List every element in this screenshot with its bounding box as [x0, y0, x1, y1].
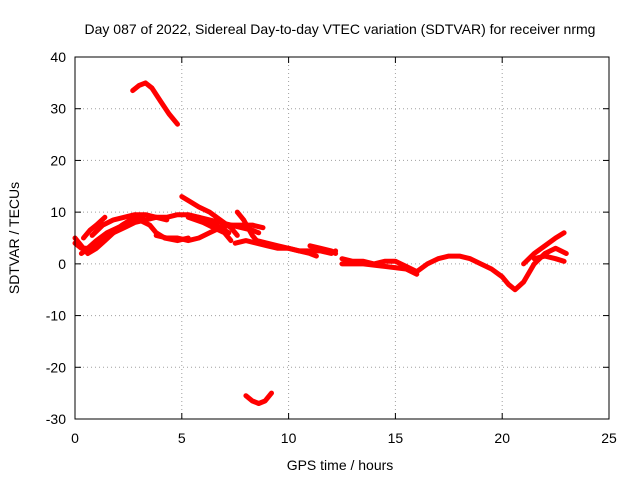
y-axis-title: SDTVAR / TECUs [6, 182, 22, 294]
gridlines [75, 57, 609, 419]
series-arc-19 [243, 390, 274, 406]
y-tick-label: 20 [50, 152, 66, 168]
y-tick-label: 10 [50, 204, 66, 220]
x-tick-label: 20 [494, 430, 510, 446]
series-arc-5 [81, 214, 108, 241]
y-tick-labels: -30 -20 -10 0 10 20 30 40 [46, 49, 66, 427]
x-tick-label: 15 [388, 430, 404, 446]
series-arc-7 [179, 194, 240, 238]
series-arc-9 [153, 222, 262, 244]
data-series [72, 80, 569, 406]
series-arc-15 [339, 245, 569, 293]
axis-ticks [74, 56, 610, 420]
y-tick-label: 40 [50, 49, 66, 65]
x-tick-labels: 0 5 10 15 20 25 [71, 430, 617, 446]
x-tick-label: 5 [178, 430, 186, 446]
x-tick-label: 25 [601, 430, 617, 446]
series-arc-4 [89, 212, 170, 238]
series-arc-18 [531, 253, 567, 264]
y-tick-label: 0 [58, 256, 66, 272]
chart-title: Day 087 of 2022, Sidereal Day-to-day VTE… [85, 21, 596, 37]
series-arc-14 [307, 243, 339, 256]
series-arc-8 [185, 214, 234, 244]
x-tick-label: 10 [281, 430, 297, 446]
x-tick-label: 0 [71, 430, 79, 446]
y-tick-label: -10 [46, 308, 66, 324]
series-arc-10 [196, 214, 266, 231]
series-arc-17 [521, 230, 567, 267]
series-arc-16 [339, 261, 420, 277]
x-axis-title: GPS time / hours [287, 457, 394, 473]
series-arc-13 [254, 238, 319, 259]
y-tick-label: -20 [46, 359, 66, 375]
series-arc-6 [130, 80, 180, 127]
series-arc-11 [234, 209, 260, 244]
y-tick-label: 30 [50, 101, 66, 117]
plot-frame [74, 56, 610, 420]
y-tick-label: -30 [46, 411, 66, 427]
